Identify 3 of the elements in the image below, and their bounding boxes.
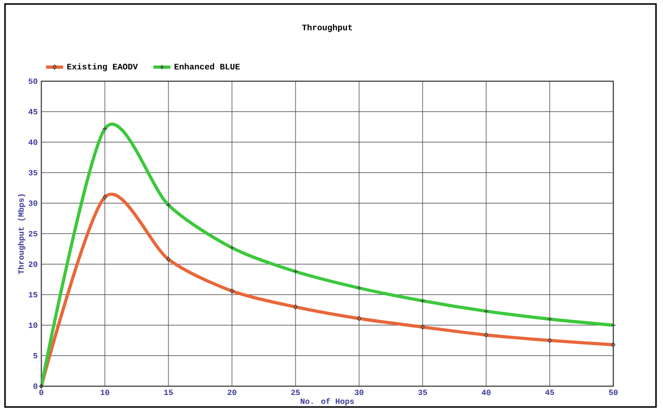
legend-label: Existing EAODV	[67, 63, 138, 72]
legend-label: Enhanced BLUE	[174, 63, 240, 70]
chart-title: Throughput	[302, 24, 352, 32]
